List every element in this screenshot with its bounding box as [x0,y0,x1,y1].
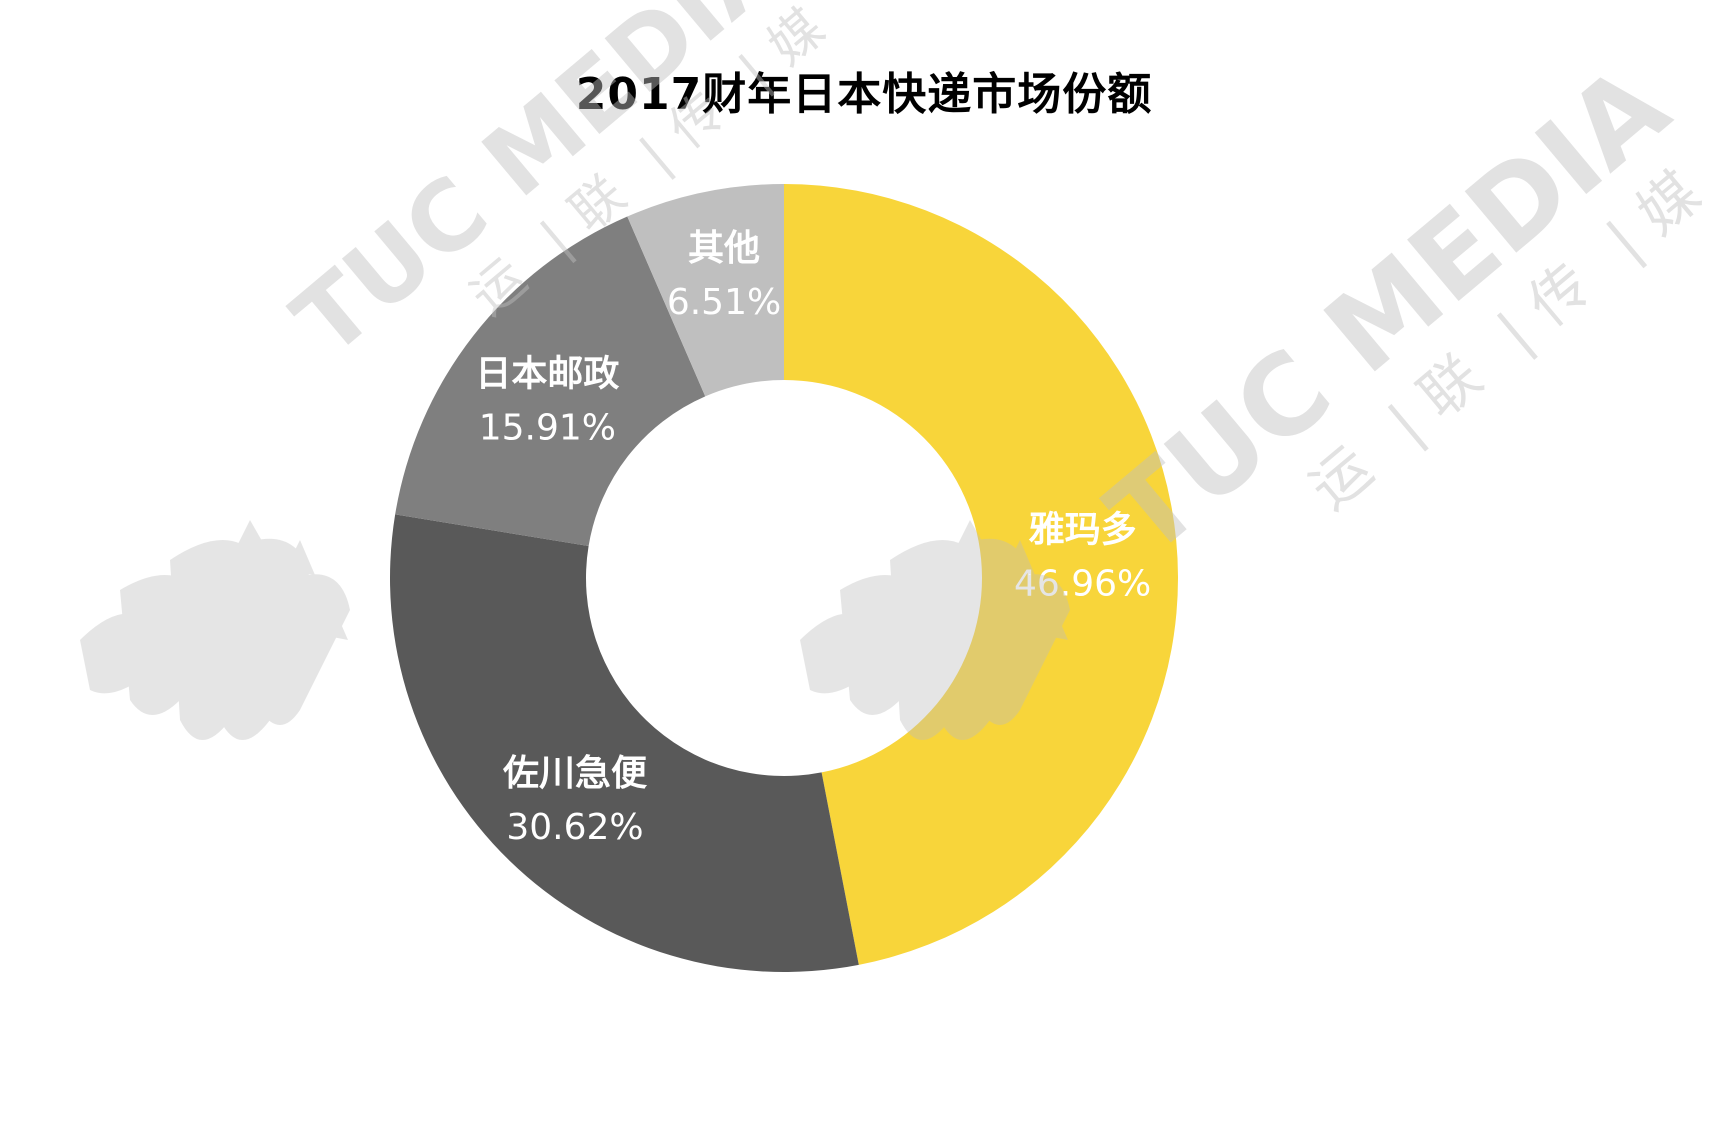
watermark-logo-right [800,520,1070,740]
watermark-chinese-text: 运|联|传|媒 [1297,158,1713,522]
watermark-right: TUC MEDIA 运|联|传|媒 [1084,41,1713,580]
slice-label-2: 日本邮政 [475,354,619,395]
slice-1 [390,514,859,972]
donut-labels: 雅玛多 46.96% 佐川急便 30.62% 日本邮政 15.91% 其他 6.51% [475,228,1151,848]
slice-0 [784,184,1179,965]
slice-2 [395,216,706,547]
slice-label-3: 其他 [688,228,760,269]
slice-value-3: 6.51% [667,282,781,323]
watermark-logo-left [80,520,350,740]
slice-label-0: 雅玛多 [1029,509,1137,550]
slice-3 [627,184,784,397]
slice-value-1: 30.62% [506,807,643,848]
chart-title: 2017财年日本快递市场份额 [575,69,1153,120]
slice-value-2: 15.91% [479,408,616,449]
slice-value-0: 46.96% [1014,563,1151,604]
slice-label-1: 佐川急便 [502,753,648,794]
watermark-brand-text: TUC MEDIA [1084,41,1691,580]
donut-slices [390,184,1179,972]
